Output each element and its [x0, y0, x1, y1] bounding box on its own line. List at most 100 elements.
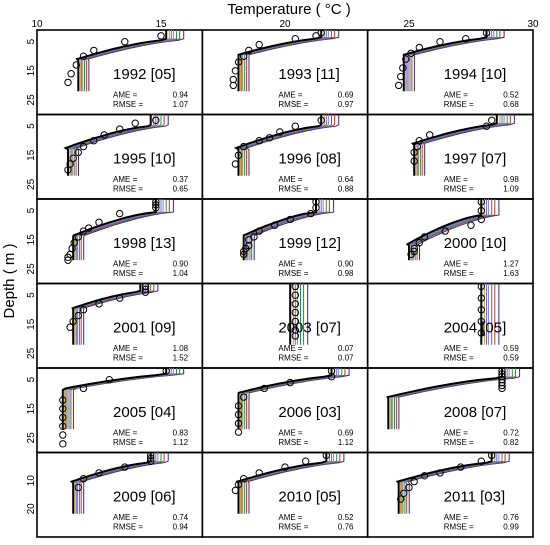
model-line	[422, 114, 515, 176]
observed-point	[291, 35, 299, 43]
rmse-label: RMSE =	[444, 353, 474, 362]
ame-value: 0.72	[503, 429, 519, 438]
ame-label: AME =	[278, 429, 303, 438]
observed-point	[482, 122, 491, 130]
model-line	[247, 452, 345, 514]
observed-point	[64, 166, 72, 174]
observed-point	[121, 463, 129, 471]
panel-year-label: 1999 [12]	[278, 235, 341, 252]
observed-point	[410, 477, 418, 486]
ame-label: AME =	[278, 344, 303, 353]
observed-point	[116, 209, 124, 218]
ame-value: 0.59	[503, 344, 519, 353]
ame-label: AME =	[444, 91, 469, 100]
panel: 1998 [13] AME = 0.90 RMSE = 1.04	[36, 198, 204, 285]
observed-point	[415, 239, 423, 247]
observed-point	[291, 282, 299, 291]
ame-label: AME =	[113, 91, 138, 100]
observed-point	[415, 43, 423, 52]
rmse-value: 0.97	[338, 100, 354, 109]
rmse-value: 0.98	[338, 269, 354, 278]
ame-value: 0.90	[173, 260, 189, 269]
x-tick-label: 25	[403, 19, 415, 30]
observed-point	[291, 122, 299, 130]
observed-point	[79, 142, 88, 151]
observed-point	[420, 472, 429, 480]
panel-year-label: 2011 [03]	[444, 489, 505, 506]
observed-point	[141, 285, 150, 293]
observed-point	[245, 46, 253, 55]
observed-point	[410, 157, 418, 165]
observed-point	[291, 317, 299, 326]
rmse-value: 0.68	[503, 100, 519, 109]
ame-label: AME =	[113, 175, 138, 184]
observed-point	[59, 431, 67, 439]
rmse-label: RMSE =	[278, 438, 308, 447]
observed-point	[400, 489, 408, 497]
rmse-label: RMSE =	[444, 438, 474, 447]
observed-point	[66, 323, 74, 331]
model-line	[247, 199, 324, 261]
rmse-label: RMSE =	[278, 353, 308, 362]
observed-point	[79, 384, 88, 393]
observed-point	[477, 282, 485, 291]
y-tick-label: 5	[26, 207, 37, 213]
rmse-value: 1.52	[173, 353, 189, 362]
y-tick-label: 25	[26, 347, 37, 359]
rmse-label: RMSE =	[113, 353, 143, 362]
observed-point	[407, 250, 415, 259]
model-line	[75, 114, 169, 176]
observed-point	[95, 218, 103, 227]
panel: 2001 [09] AME = 1.08 RMSE = 1.52	[36, 282, 204, 369]
model-line	[70, 114, 162, 176]
observed-point	[477, 457, 485, 465]
panel-year-label: 2003 [07]	[278, 320, 341, 337]
observed-point	[74, 148, 83, 157]
rmse-label: RMSE =	[278, 269, 308, 278]
rmse-value: 0.94	[173, 522, 189, 531]
observed-point	[255, 40, 263, 49]
observed-point	[105, 376, 114, 384]
rmse-label: RMSE =	[113, 438, 143, 447]
observed-point	[90, 137, 98, 145]
panel: 1992 [05] AME = 0.94 RMSE = 1.07	[36, 29, 204, 116]
observed-point	[234, 402, 243, 410]
panel: 1999 [12] AME = 0.90 RMSE = 0.98	[201, 198, 369, 285]
rmse-label: RMSE =	[444, 100, 474, 109]
model-line	[401, 452, 500, 514]
observed-point	[231, 160, 240, 168]
observed-point	[395, 81, 403, 90]
observed-point	[141, 288, 150, 296]
observed-point	[281, 463, 289, 471]
observed-point	[147, 454, 155, 462]
model-line	[409, 199, 487, 261]
observed-point	[426, 131, 434, 139]
ame-label: AME =	[444, 260, 469, 269]
model-line	[78, 283, 152, 345]
model-line	[417, 199, 500, 261]
rmse-value: 0.07	[338, 353, 354, 362]
model-line-black	[410, 114, 498, 176]
observed-point	[231, 67, 240, 75]
rmse-value: 0.76	[338, 522, 354, 531]
ame-value: 0.52	[338, 513, 354, 522]
panel-year-label: 1995 [10]	[113, 151, 176, 168]
model-line-black	[235, 452, 328, 514]
observed-point	[64, 78, 72, 87]
model-line	[397, 368, 521, 430]
ame-value: 0.69	[338, 91, 354, 100]
model-line	[78, 30, 170, 92]
rmse-value: 1.12	[338, 438, 354, 447]
y-axis-title: Depth ( m )	[1, 243, 18, 318]
observed-point	[317, 116, 325, 125]
observed-point	[72, 61, 81, 69]
y-tick-label: 15	[26, 234, 37, 246]
rmse-value: 0.88	[338, 184, 354, 193]
observed-point	[291, 300, 299, 308]
observed-point	[74, 483, 83, 492]
model-line	[79, 452, 165, 514]
model-line	[245, 114, 340, 176]
rmse-value: 1.04	[173, 269, 189, 278]
model-line-black	[61, 368, 168, 430]
rmse-label: RMSE =	[278, 522, 308, 531]
